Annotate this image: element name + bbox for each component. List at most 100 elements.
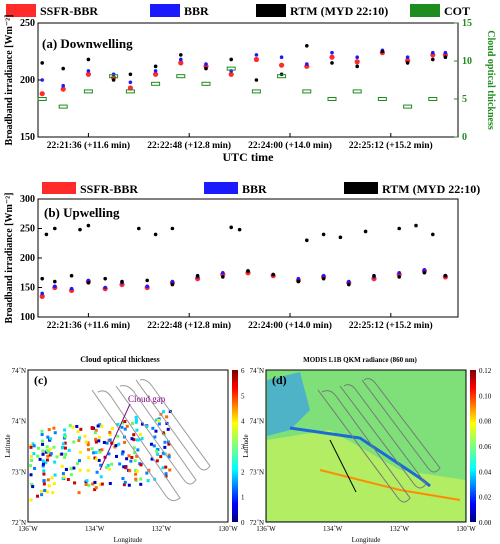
cot-point [327, 97, 337, 101]
cot-point [251, 89, 261, 94]
cloud-pixel [41, 452, 45, 456]
point-rtm-myd-22-10- [103, 276, 107, 281]
cloud-pixel [87, 483, 91, 487]
cloud-pixel [84, 482, 88, 486]
map-c-annotation-arrow [99, 403, 131, 471]
cloud-pixel [53, 473, 57, 477]
cloud-pixel [29, 455, 33, 459]
cloud-pixel [139, 433, 143, 437]
cloud-pixel [105, 465, 109, 469]
cloud-pixel [93, 488, 97, 492]
cloud-pixel [135, 469, 139, 473]
cloud-pixel [83, 434, 87, 438]
point-rtm-myd-22-10- [53, 226, 57, 231]
point-ssfr-bbr [127, 85, 133, 91]
cloud-pixel [99, 463, 103, 467]
cloud-pixel [102, 440, 106, 444]
cloud-pixel [134, 469, 138, 473]
cloud-pixel [121, 450, 125, 454]
colorbar-tick-label: 5 [241, 392, 245, 400]
cloud-pixel [166, 440, 170, 444]
legend-label-ssfr-b: SSFR-BBR [80, 182, 138, 196]
cloud-pixel [157, 417, 161, 421]
cloud-pixel [77, 459, 81, 463]
lon-tick-label: 130˚W [456, 525, 476, 533]
cloud-pixel [53, 460, 57, 464]
cloud-pixel [42, 482, 46, 486]
legend-swatch-bbr-b [204, 182, 238, 194]
cloud-pixel [77, 438, 81, 442]
cloud-pixel [133, 459, 137, 463]
cloud-pixel [106, 464, 110, 468]
cloud-pixel [155, 418, 159, 422]
point-rtm-myd-22-10- [69, 273, 74, 278]
map-c-annotation: Cloud gap [128, 394, 166, 404]
point-rtm-myd-22-10- [397, 275, 402, 279]
point-rtm-myd-22-10- [414, 223, 418, 228]
cloud-pixel [55, 455, 59, 459]
colorbar-tick-label: 6 [241, 367, 245, 375]
cloud-pixel [139, 477, 143, 481]
map-c-colorbar [232, 370, 238, 522]
point-bbr [254, 53, 259, 57]
cloud-pixel [135, 428, 139, 432]
point-rtm-myd-22-10- [229, 57, 233, 62]
colorbar-tick-label: 0.04 [479, 468, 492, 476]
cloud-pixel [163, 440, 167, 444]
cloud-pixel [154, 429, 158, 433]
x-tick-label-1-3: 22:25:12 (+15.2 min) [349, 320, 433, 331]
cloud-pixel [125, 457, 129, 461]
panel-a-title: (a) Downwelling [42, 36, 133, 51]
cloud-pixel [41, 442, 45, 446]
radiance-band [267, 430, 465, 521]
cloud-pixel [116, 422, 120, 426]
point-rtm-myd-22-10- [40, 276, 44, 281]
cloud-pixel [124, 466, 128, 470]
point-bbr [69, 286, 74, 291]
point-ssfr-bbr [153, 71, 159, 77]
cloud-pixel [85, 479, 89, 483]
cloud-pixel [78, 468, 82, 472]
map-panel-d: MODIS L1B QKM radiance (860 nm) (d) Lati… [242, 356, 492, 544]
map-d-ylabel: Latitude [242, 434, 250, 457]
cloud-pixel [117, 442, 121, 446]
cloud-pixel [77, 491, 81, 495]
cloud-pixel [91, 482, 95, 486]
cloud-pixel [51, 491, 55, 495]
lat-tick-label: 73˚N [12, 468, 26, 476]
point-ssfr-bbr [279, 62, 285, 68]
lon-tick-label: 132˚W [390, 525, 410, 533]
cloud-pixel [52, 482, 56, 486]
point-bbr [179, 57, 183, 62]
point-rtm-myd-22-10- [40, 61, 44, 65]
cloud-pixel [156, 448, 160, 452]
cloud-pixel [164, 465, 168, 469]
point-ssfr-bbr [253, 56, 259, 63]
point-bbr [397, 270, 402, 275]
cloud-pixel [94, 437, 98, 441]
point-rtm-myd-22-10- [78, 227, 82, 232]
y-tick-label-1-2: 200 [20, 253, 35, 264]
colorbar-tick-label: 0.10 [479, 392, 492, 400]
point-bbr [296, 276, 301, 281]
cloud-pixel [86, 448, 90, 452]
x-tick-label-0-2: 22:24:00 (+14.0 min) [248, 140, 332, 151]
cloud-pixel [84, 440, 88, 444]
cloud-pixel [129, 459, 133, 463]
cot-point [226, 66, 236, 71]
map-c-ylabel: Latitude [4, 434, 12, 457]
cloud-pixel [31, 442, 35, 446]
colorbar-tick-label: 0.06 [479, 443, 492, 451]
map-c-ticks: 72˚N 73˚N 74˚N 74˚N 136˚W 134˚W 132˚W 130˚W [12, 367, 238, 533]
cloud-pixel [105, 441, 109, 445]
colorbar-tick-label: 0.02 [479, 494, 492, 502]
cloud-pixel [110, 426, 114, 430]
cloud-pixel [145, 425, 149, 429]
map-d-ticks: 72˚N 73˚N 74˚N 74˚N 136˚W 134˚W 132˚W 130˚W [250, 367, 476, 533]
cot-point [151, 81, 161, 86]
legend-swatch-ssfr-a [6, 4, 36, 17]
cloud-pixel [108, 438, 112, 442]
cloud-pixel [161, 431, 165, 435]
marks-a [37, 44, 448, 109]
cloud-pixel [63, 441, 67, 445]
